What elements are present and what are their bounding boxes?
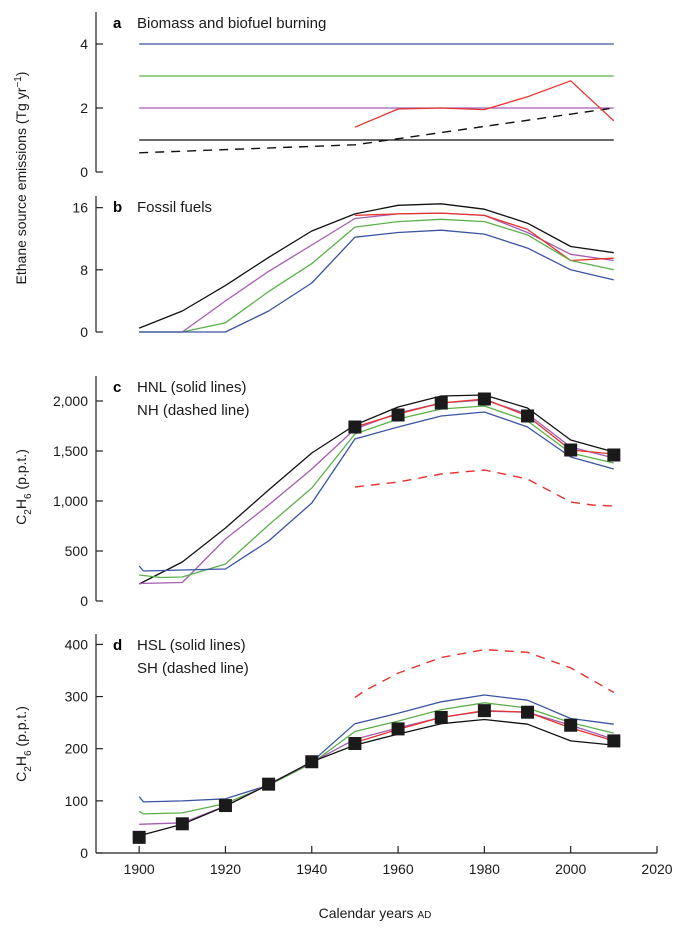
ylab-d-sub2: 6 — [23, 750, 34, 756]
panel-c-marker-2 — [434, 396, 448, 410]
panel-a-y-tick-label-1: 2 — [80, 100, 88, 116]
y-axis-label-panel-c: C2H6 (p.p.t.) — [13, 449, 34, 525]
x-axis-label: Calendar years AD — [319, 905, 432, 921]
ylab-c-c: C — [13, 515, 29, 525]
ylab-c-units: (p.p.t.) — [13, 449, 29, 493]
panel-d-marker-2 — [218, 799, 232, 813]
ylab-d-c: C — [13, 772, 29, 782]
panel-a-series-black-dashed-4 — [139, 107, 614, 154]
panel-d-label: d — [113, 637, 122, 654]
panel-b-series-green-3 — [139, 218, 614, 333]
panel-c-marker-3 — [477, 392, 491, 406]
x-axis-label-main: Calendar years — [319, 905, 414, 921]
panel-d-annotation-0: HSL (solid lines) — [137, 637, 246, 654]
panel-c-y-tick-label-1: 500 — [65, 543, 89, 559]
ylab-d-sub1: 2 — [23, 766, 34, 772]
panel-b-y-tick-label-2: 16 — [72, 200, 88, 216]
panel-c-marker-0 — [348, 420, 362, 434]
panel-c-y-tick-label-4: 2,000 — [53, 393, 88, 409]
panel-d-marker-8 — [477, 704, 491, 718]
panel-c-annotation-0: HNL (solid lines) — [137, 379, 246, 396]
panel-b-series-purple-1 — [139, 212, 614, 333]
panel-c-marker-6 — [607, 448, 621, 462]
y-axis-label-panel-d: C2H6 (p.p.t.) — [13, 706, 34, 782]
x-tick-label-3: 1960 — [382, 861, 413, 877]
panel-c-marker-4 — [521, 409, 535, 423]
panel-c-series-blue-3 — [138, 411, 614, 572]
panel-d-y-tick-label-1: 100 — [65, 793, 89, 809]
panel-d-marker-10 — [564, 718, 578, 732]
y-axis-label-emissions: Ethane source emissions (Tg yr−1) — [13, 72, 29, 285]
panel-d-series-red-dashed-5 — [354, 648, 615, 699]
panel-a-y-tick-label-0: 0 — [80, 164, 88, 180]
panel-b-label: b — [113, 199, 122, 216]
panel-d-y-tick-label-0: 0 — [80, 845, 88, 861]
panel-d-y-tick-label-2: 200 — [65, 741, 89, 757]
ylab-c-sub2: 6 — [23, 493, 34, 499]
panel-d-marker-11 — [607, 734, 621, 748]
panel-c-y-tick-label-2: 1,000 — [53, 493, 88, 509]
panel-d-series-blue-0 — [138, 694, 614, 803]
x-axis-label-suffix: AD — [418, 910, 432, 921]
panel-b-y-tick-label-1: 8 — [80, 262, 88, 278]
panel-d-series-green-1 — [138, 702, 614, 815]
panel-b-series-red-2 — [354, 212, 614, 262]
panel-b-y-tick-label-0: 0 — [80, 324, 88, 340]
panel-a-y-tick-label-2: 4 — [80, 36, 88, 52]
panel-d-marker-5 — [348, 737, 362, 750]
panel-c-series-green-2 — [139, 405, 614, 579]
panel-d-marker-3 — [262, 777, 276, 791]
y-axis-label-emissions-main: Ethane source emissions (Tg yr — [13, 87, 29, 284]
x-tick-label-2: 1940 — [296, 861, 327, 877]
panel-d-y-tick-label-4: 400 — [65, 636, 89, 652]
x-tick-label-5: 2000 — [555, 861, 586, 877]
panel-a-title: Biomass and biofuel burning — [137, 15, 326, 32]
ylab-d-h: H — [13, 756, 29, 766]
panel-d-annotation-1: SH (dashed line) — [137, 660, 249, 677]
panel-a-series-red-5 — [354, 80, 615, 128]
panel-d-marker-6 — [391, 722, 405, 736]
panel-d-marker-0 — [132, 830, 146, 844]
panel-d-marker-9 — [521, 705, 535, 719]
panel-c-series-red-dashed-5 — [354, 469, 614, 507]
ylab-d-units: (p.p.t.) — [13, 706, 29, 750]
x-tick-label-1: 1920 — [210, 861, 241, 877]
panel-d-y-tick-label-3: 300 — [65, 689, 89, 705]
panel-c-annotation-1: NH (dashed line) — [137, 402, 250, 419]
x-tick-label-0: 1900 — [124, 861, 155, 877]
panel-d-marker-1 — [175, 817, 189, 831]
ylab-c-h: H — [13, 499, 29, 509]
ylab-c-sub1: 2 — [23, 509, 34, 515]
panel-c-marker-5 — [564, 443, 578, 457]
panel-d-series-black-3 — [139, 718, 614, 837]
panel-c-y-tick-label-0: 0 — [80, 593, 88, 609]
panel-d-marker-7 — [434, 710, 448, 724]
x-tick-label-4: 1980 — [469, 861, 500, 877]
panel-a-label: a — [113, 15, 122, 32]
panel-c-series-black-0 — [138, 394, 614, 585]
panel-c-y-tick-label-3: 1,500 — [53, 443, 88, 459]
panel-b-title: Fossil fuels — [137, 199, 212, 216]
panel-b-series-black-0 — [138, 203, 614, 329]
panel-c-label: c — [113, 379, 121, 396]
x-tick-label-6: 2020 — [641, 861, 672, 877]
panel-d-marker-4 — [305, 755, 319, 769]
y-axis-label-emissions-close: ) — [13, 72, 29, 77]
panel-b-series-blue-4 — [139, 229, 614, 333]
y-axis-label-emissions-sup: −1 — [13, 76, 24, 88]
panel-c-marker-1 — [391, 408, 405, 422]
